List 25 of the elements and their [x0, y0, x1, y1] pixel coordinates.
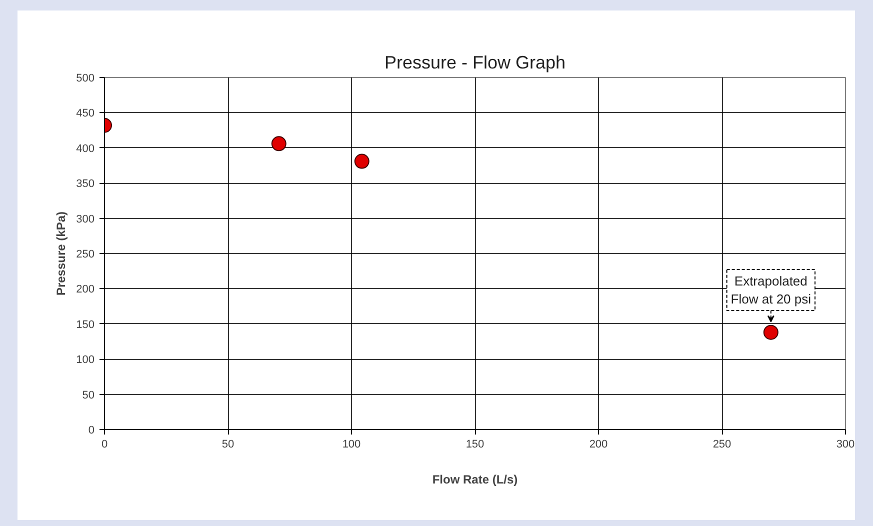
y-tick-label: 200: [76, 284, 95, 296]
y-tick-label: 350: [76, 178, 95, 190]
x-tick-label: 250: [712, 438, 732, 450]
x-tick-label: 300: [836, 438, 855, 450]
point: [271, 136, 286, 152]
y-tick-label: 150: [76, 318, 95, 331]
chart-title: Pressure - Flow Graph: [384, 52, 566, 72]
y-tick-label: 50: [82, 389, 95, 402]
x-tick-label: 0: [101, 438, 108, 450]
x-tick-label: 100: [342, 438, 361, 450]
y-tick-label: 300: [76, 213, 95, 226]
y-tick-label: 100: [76, 354, 95, 366]
y-tick-label: 0: [88, 424, 95, 436]
point: [763, 324, 778, 340]
x-tick-label: 150: [466, 438, 484, 450]
y-axis-title: Pressure (kPa): [54, 211, 68, 296]
y-tick-label: 500: [76, 72, 95, 84]
x-tick-label: 50: [222, 438, 234, 450]
x-tick-label: 200: [589, 438, 608, 450]
annotation: Extrapolated Flow at 20 psi: [730, 274, 812, 307]
y-tick-label: 250: [76, 248, 95, 260]
x-axis-title: Flow Rate (L/s): [432, 472, 518, 486]
y-tick-label: 450: [76, 108, 95, 120]
point: [354, 154, 370, 169]
y-tick-label: 400: [76, 142, 95, 155]
